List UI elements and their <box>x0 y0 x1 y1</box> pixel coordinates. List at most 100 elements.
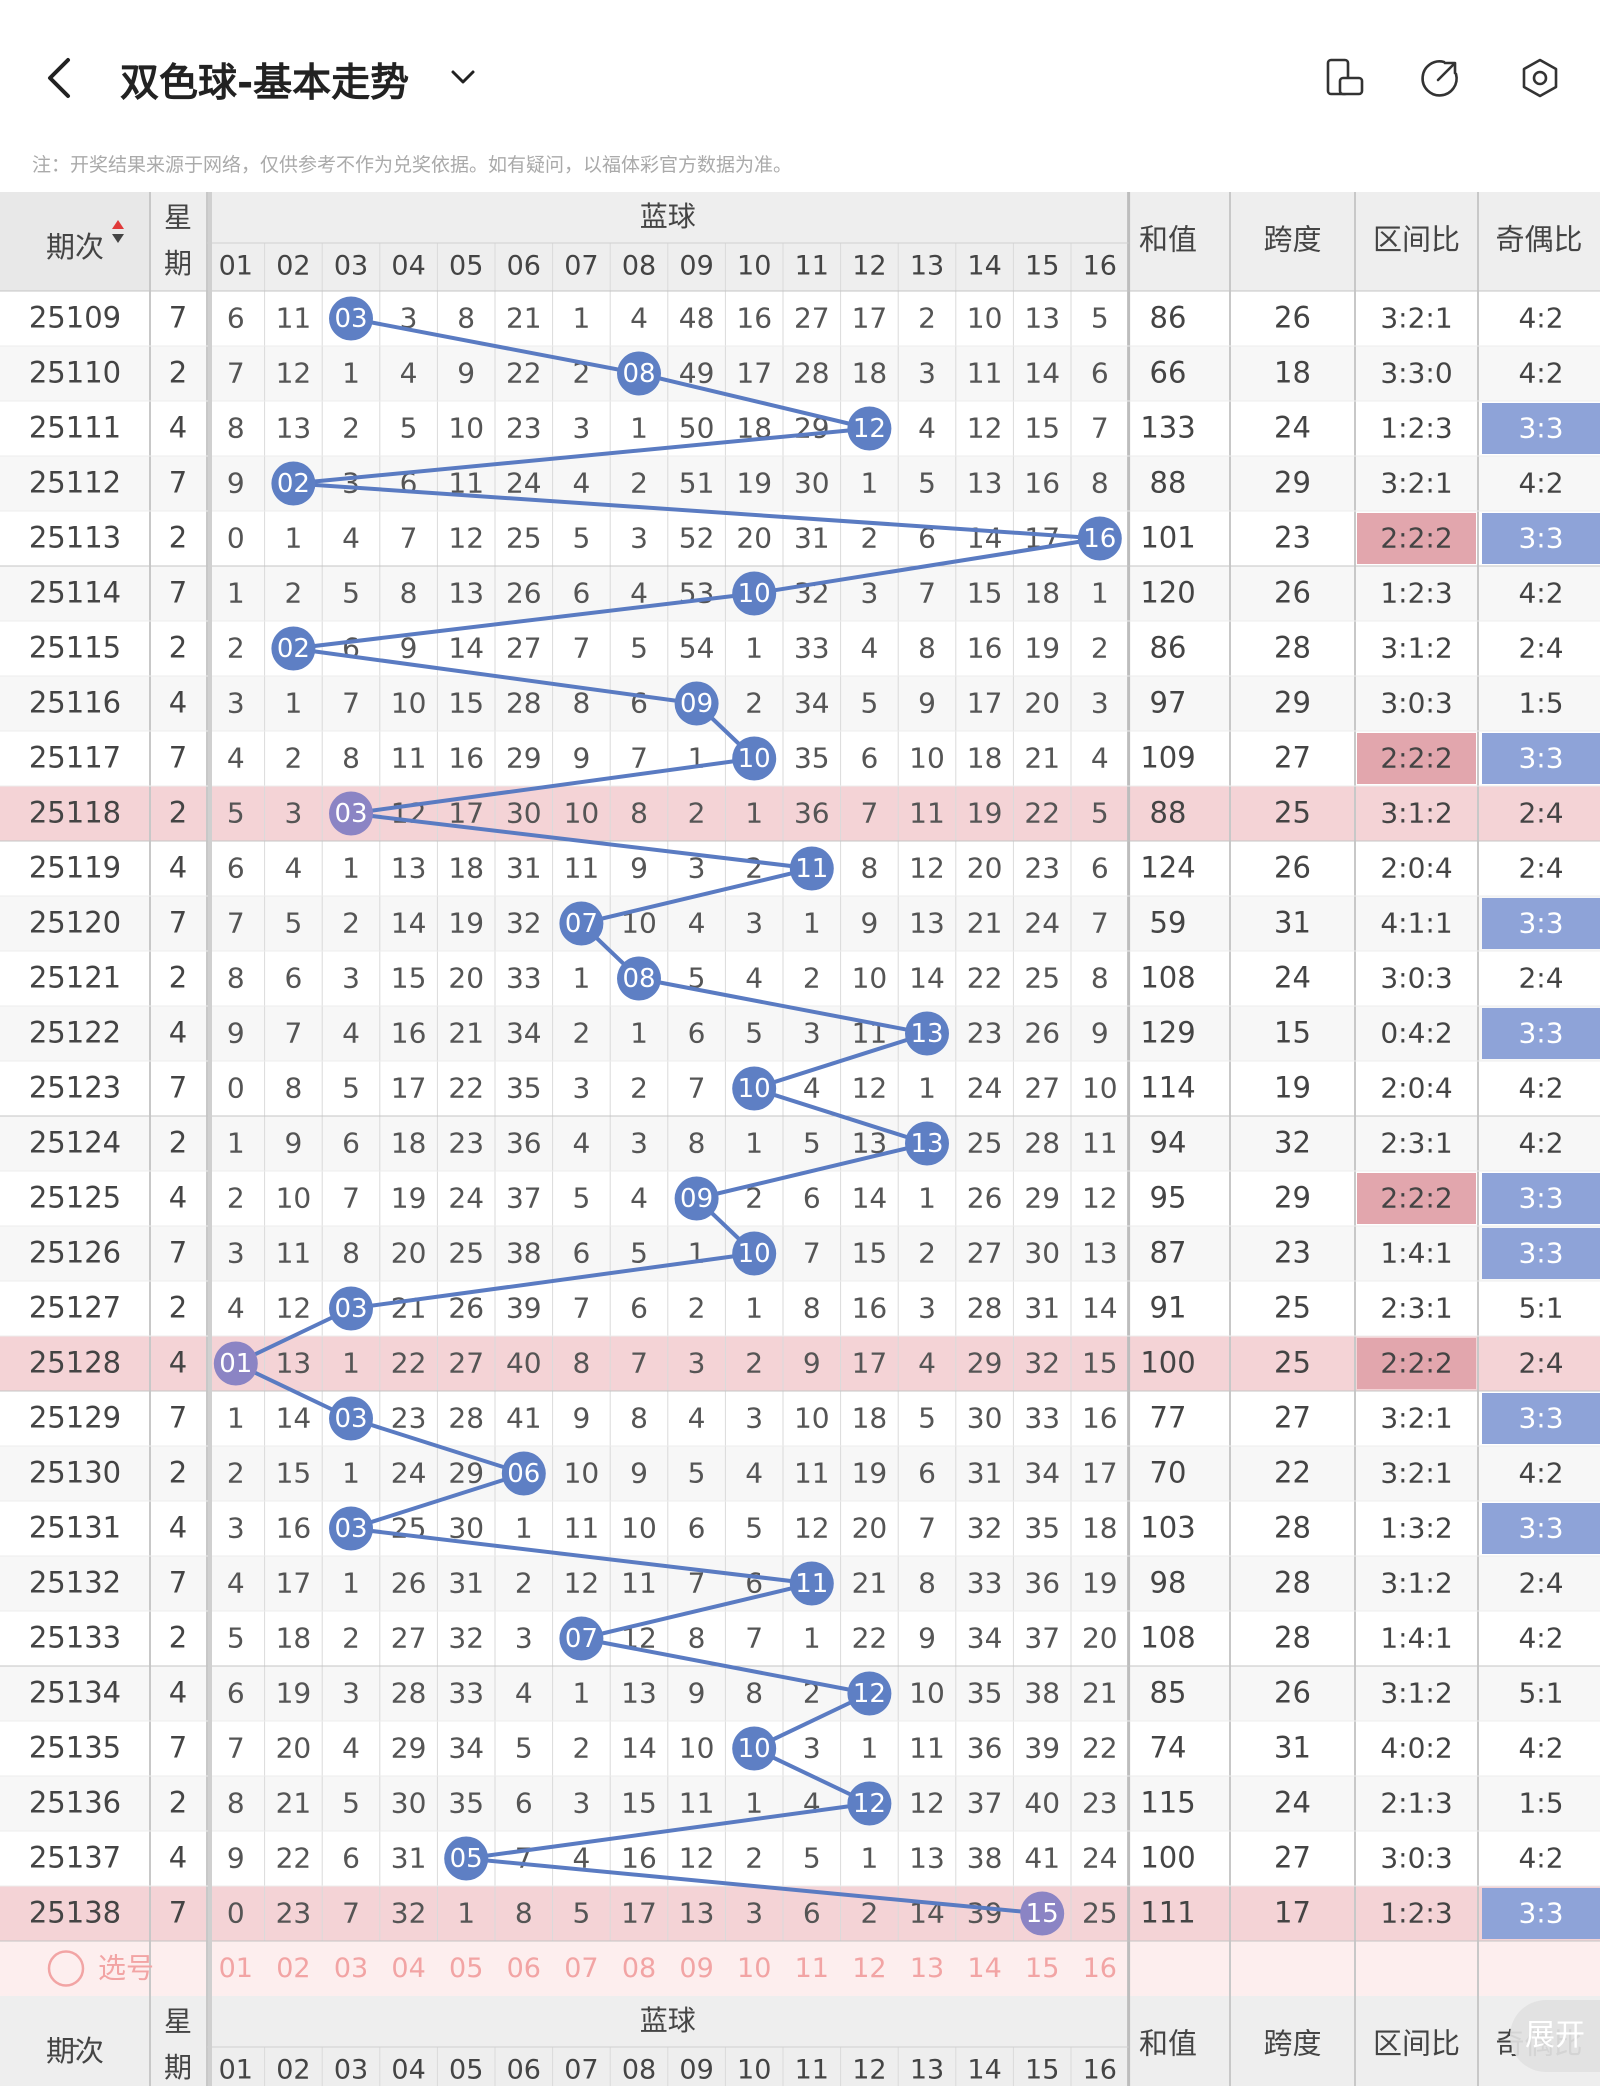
select-ball-13: 13 <box>910 1953 944 1984</box>
omission-cell: 2 <box>227 1182 245 1215</box>
oddeven-cell: 5:1 <box>1518 1292 1563 1325</box>
omission-cell: 2 <box>860 522 878 555</box>
ball-label-07: 07 <box>564 251 598 282</box>
range-cell: 4:1:1 <box>1380 907 1452 940</box>
omission-cell: 51 <box>679 467 715 500</box>
period-cell: 25130 <box>29 1456 121 1490</box>
blue-ball-number: 13 <box>910 1019 943 1049</box>
oddeven-cell: 2:4 <box>1518 962 1563 995</box>
range-cell: 2:3:1 <box>1380 1127 1452 1160</box>
range-cell: 3:0:3 <box>1380 962 1452 995</box>
chevron-down-icon[interactable] <box>448 64 478 90</box>
range-cell: 3:2:1 <box>1380 1457 1452 1490</box>
header-week-2: 期 <box>164 247 192 280</box>
expand-button[interactable]: 展开 <box>1510 2000 1600 2072</box>
omission-cell: 36 <box>506 1127 542 1160</box>
omission-cell: 6 <box>688 1512 706 1545</box>
ball-label-02-footer: 02 <box>276 2055 310 2086</box>
omission-cell: 5 <box>1091 302 1109 335</box>
oddeven-highlight <box>1482 513 1600 564</box>
range-cell: 1:2:3 <box>1380 412 1452 445</box>
omission-cell: 0 <box>227 522 245 555</box>
sum-cell: 88 <box>1150 466 1187 500</box>
omission-cell: 5 <box>745 1512 763 1545</box>
omission-cell: 8 <box>688 1622 706 1655</box>
omission-cell: 9 <box>1091 1017 1109 1050</box>
span-cell: 28 <box>1274 631 1311 665</box>
select-circle-icon <box>47 1950 85 1987</box>
omission-cell: 12 <box>852 1072 888 1105</box>
omission-cell: 21 <box>391 1292 427 1325</box>
period-cell: 25126 <box>29 1236 121 1270</box>
oddeven-cell: 4:2 <box>1518 467 1563 500</box>
omission-cell: 18 <box>276 1622 312 1655</box>
blue-ball <box>329 296 373 341</box>
omission-cell: 35 <box>448 1787 484 1820</box>
omission-cell: 4 <box>342 1017 360 1050</box>
omission-cell: 12 <box>564 1567 600 1600</box>
omission-cell: 4 <box>860 632 878 665</box>
blue-ball <box>732 1726 777 1771</box>
omission-cell: 14 <box>1024 357 1060 390</box>
omission-cell: 3 <box>572 1787 590 1820</box>
settings-icon[interactable] <box>1518 56 1562 100</box>
period-cell: 25122 <box>29 1016 121 1050</box>
omission-cell: 3 <box>630 1127 648 1160</box>
sum-cell: 59 <box>1150 906 1187 940</box>
omission-cell: 16 <box>852 1292 888 1325</box>
select-ball-02: 02 <box>276 1953 310 1984</box>
select-ball-05: 05 <box>449 1953 483 1984</box>
range-cell: 3:2:1 <box>1380 1402 1452 1435</box>
omission-cell: 10 <box>1082 1072 1118 1105</box>
select-ball-09: 09 <box>679 1953 713 1984</box>
omission-cell: 5 <box>342 577 360 610</box>
omission-cell: 8 <box>803 1292 821 1325</box>
period-cell: 25137 <box>29 1841 121 1875</box>
blue-ball <box>732 1231 777 1276</box>
blue-ball-number: 07 <box>565 1624 598 1654</box>
oddeven-cell: 4:2 <box>1518 1072 1563 1105</box>
rotate-screen-icon[interactable] <box>1322 56 1366 100</box>
omission-cell: 3 <box>918 357 936 390</box>
oddeven-highlight <box>1482 1173 1600 1224</box>
omission-cell: 9 <box>630 852 648 885</box>
span-cell: 28 <box>1274 1511 1311 1545</box>
omission-cell: 11 <box>276 302 312 335</box>
blue-ball <box>329 1286 373 1331</box>
back-arrow-icon[interactable] <box>40 52 80 104</box>
blue-ball-number: 07 <box>565 909 598 939</box>
oddeven-cell: 4:2 <box>1518 1622 1563 1655</box>
sum-cell: 94 <box>1150 1126 1187 1160</box>
omission-cell: 32 <box>967 1512 1003 1545</box>
omission-cell: 15 <box>1082 1347 1118 1380</box>
blue-ball <box>674 1176 719 1221</box>
blue-ball-number: 06 <box>507 1459 540 1489</box>
omission-cell: 5 <box>688 962 706 995</box>
range-cell: 2:2:2 <box>1380 522 1452 555</box>
omission-cell: 16 <box>1024 467 1060 500</box>
header-week-2-footer: 期 <box>164 2051 192 2084</box>
oddeven-cell: 3:3 <box>1518 907 1563 940</box>
omission-cell: 25 <box>391 1512 427 1545</box>
omission-cell: 4 <box>284 852 302 885</box>
omission-cell: 33 <box>506 962 542 995</box>
omission-cell: 1 <box>227 577 245 610</box>
blue-ball <box>617 956 661 1001</box>
omission-cell: 4 <box>745 1457 763 1490</box>
oddeven-highlight <box>1482 1888 1600 1939</box>
span-cell: 31 <box>1274 906 1311 940</box>
week-cell: 2 <box>169 1456 187 1490</box>
omission-cell: 10 <box>391 687 427 720</box>
share-icon[interactable] <box>1418 56 1462 100</box>
oddeven-cell: 5:1 <box>1518 1677 1563 1710</box>
blue-ball-number: 15 <box>1026 1899 1059 1929</box>
sum-cell: 77 <box>1150 1401 1187 1435</box>
omission-cell: 23 <box>1024 852 1060 885</box>
omission-cell: 25 <box>967 1127 1003 1160</box>
omission-cell: 13 <box>391 852 427 885</box>
omission-cell: 3 <box>284 797 302 830</box>
omission-cell: 7 <box>227 357 245 390</box>
omission-cell: 1 <box>572 962 590 995</box>
omission-cell: 4 <box>1091 742 1109 775</box>
omission-cell: 1 <box>745 632 763 665</box>
